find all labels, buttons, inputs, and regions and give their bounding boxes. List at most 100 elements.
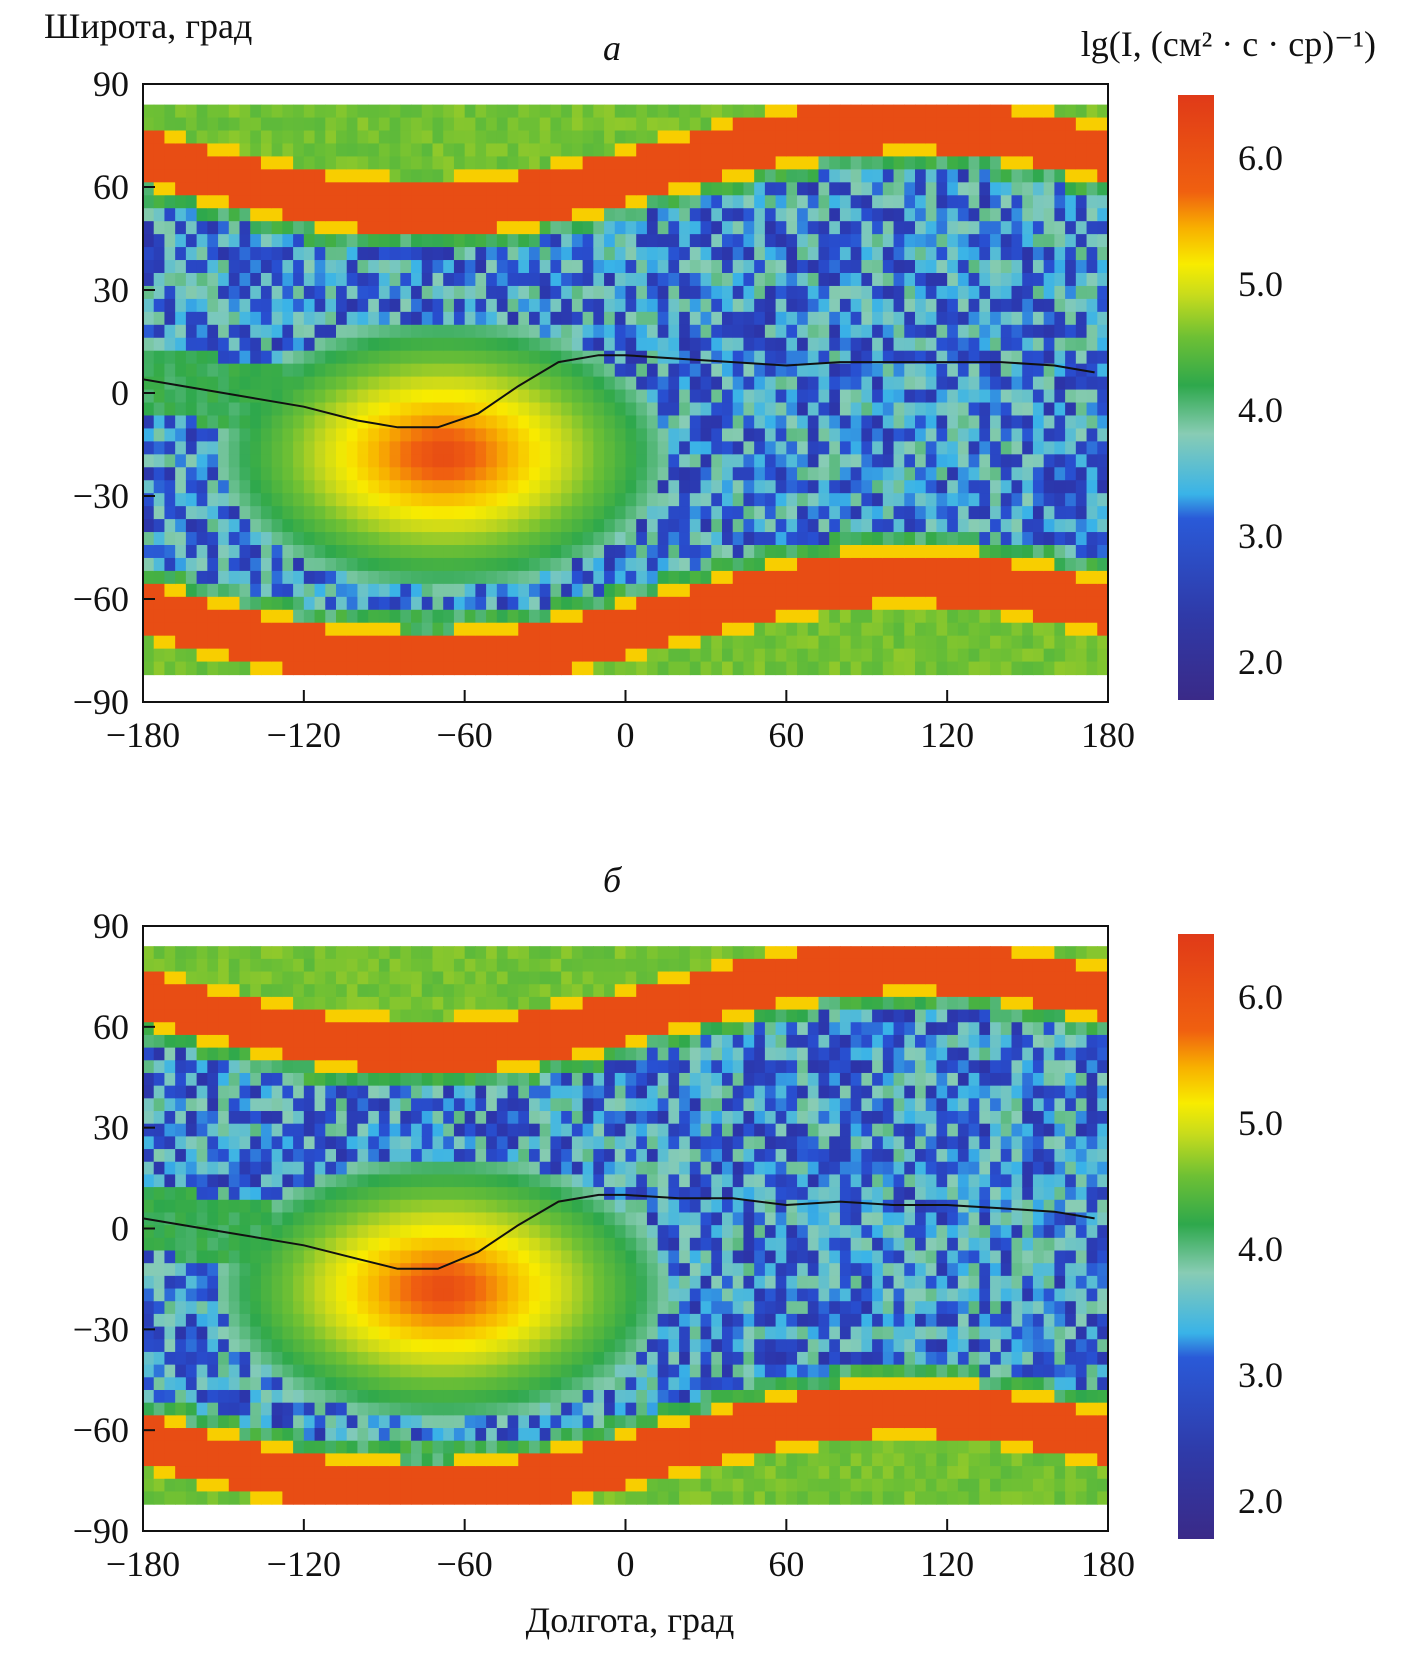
heatmap-cell xyxy=(164,1098,176,1112)
heatmap-cell xyxy=(571,622,584,637)
heatmap-cell xyxy=(571,234,584,248)
heatmap-cell xyxy=(689,298,702,313)
heatmap-cell xyxy=(957,648,970,663)
heatmap-cell xyxy=(282,1402,294,1416)
heatmap-cell xyxy=(443,337,455,352)
heatmap-cell xyxy=(882,532,895,546)
heatmap-cell xyxy=(839,285,852,300)
heatmap-cell xyxy=(904,635,916,650)
heatmap-cell xyxy=(260,545,273,559)
heatmap-cell xyxy=(411,104,423,119)
heatmap-cell xyxy=(904,272,916,287)
heatmap-cell xyxy=(775,169,787,183)
heatmap-cell xyxy=(1054,104,1066,119)
heatmap-cell xyxy=(657,363,669,378)
heatmap-cell xyxy=(1097,247,1109,261)
heatmap-cell xyxy=(797,532,809,546)
heatmap-cell xyxy=(346,156,359,170)
heatmap-cell xyxy=(604,557,616,572)
heatmap-cell xyxy=(872,350,884,365)
heatmap-cell xyxy=(797,467,809,481)
heatmap-cell xyxy=(207,1428,219,1442)
heatmap-cell xyxy=(368,1022,380,1036)
heatmap-cell xyxy=(743,143,755,158)
heatmap-cell xyxy=(861,545,873,559)
heatmap-cell xyxy=(625,661,637,676)
heatmap-cell xyxy=(325,570,337,585)
heatmap-cell xyxy=(282,285,294,300)
heatmap-cell xyxy=(947,415,959,430)
heatmap-cell xyxy=(518,635,530,650)
heatmap-cell xyxy=(218,117,230,132)
heatmap-cell xyxy=(689,389,702,404)
heatmap-cell xyxy=(936,247,948,261)
heatmap-cell xyxy=(1054,350,1066,365)
heatmap-cell xyxy=(518,570,530,585)
heatmap-cell xyxy=(947,221,959,235)
heatmap-cell xyxy=(357,1111,369,1125)
heatmap-cell xyxy=(453,195,466,209)
heatmap-cell xyxy=(271,596,283,611)
heatmap-cell xyxy=(164,1275,176,1290)
heatmap-cell xyxy=(571,519,584,533)
heatmap-cell xyxy=(968,480,980,494)
heatmap-cell xyxy=(368,441,380,455)
heatmap-cell xyxy=(325,506,337,520)
heatmap-cell xyxy=(700,493,712,507)
heatmap-cell xyxy=(818,285,830,300)
heatmap-cell xyxy=(260,156,273,170)
heatmap-cell xyxy=(1043,622,1055,637)
heatmap-cell xyxy=(957,260,970,274)
heatmap-cell xyxy=(968,506,980,520)
heatmap-cell xyxy=(293,1491,305,1505)
heatmap-cell xyxy=(239,1351,251,1366)
heatmap-cell xyxy=(604,583,616,598)
heatmap-cell xyxy=(1032,557,1045,572)
heatmap-cell xyxy=(636,221,648,235)
heatmap-cell xyxy=(303,1491,316,1505)
heatmap-cell xyxy=(636,104,648,119)
heatmap-cell xyxy=(636,376,648,391)
heatmap-cell xyxy=(475,182,487,196)
heatmap-cell xyxy=(303,1174,316,1188)
heatmap-cell xyxy=(1065,117,1077,132)
heatmap-cell xyxy=(250,532,262,546)
heatmap-cell xyxy=(764,467,777,481)
heatmap-cell xyxy=(143,1466,155,1480)
heatmap-cell xyxy=(218,1288,230,1302)
heatmap-cell xyxy=(604,402,616,417)
heatmap-cell xyxy=(207,1022,219,1036)
heatmap-cell xyxy=(293,1161,305,1176)
heatmap-cell xyxy=(722,104,734,119)
heatmap-cell xyxy=(797,441,809,455)
heatmap-cell xyxy=(314,545,326,559)
heatmap-cell xyxy=(282,260,294,274)
heatmap-cell xyxy=(250,1034,262,1049)
heatmap-cell xyxy=(346,1085,359,1099)
heatmap-cell xyxy=(764,260,777,274)
heatmap-cell xyxy=(282,376,294,391)
heatmap-cell xyxy=(732,350,745,365)
heatmap-cell xyxy=(389,609,401,624)
heatmap-cell xyxy=(775,557,787,572)
heatmap-cell xyxy=(1054,298,1066,313)
heatmap-cell xyxy=(689,557,702,572)
y-tick-label: 60 xyxy=(93,167,129,207)
heatmap-cell xyxy=(689,480,702,494)
heatmap-cell xyxy=(346,493,359,507)
heatmap-cell xyxy=(818,272,830,287)
heatmap-cell xyxy=(175,635,187,650)
heatmap-cell xyxy=(250,130,262,145)
heatmap-cell xyxy=(260,648,273,663)
heatmap-cell xyxy=(282,1491,294,1505)
heatmap-cell xyxy=(915,596,927,611)
heatmap-cell xyxy=(378,946,391,960)
heatmap-cell xyxy=(250,221,262,235)
heatmap-cell xyxy=(947,389,959,404)
heatmap-cell xyxy=(239,195,251,209)
heatmap-cell xyxy=(207,1047,219,1061)
heatmap-cell xyxy=(303,1072,316,1087)
heatmap-cell xyxy=(207,996,219,1011)
heatmap-cell xyxy=(1086,570,1098,585)
heatmap-cell xyxy=(1011,130,1023,145)
